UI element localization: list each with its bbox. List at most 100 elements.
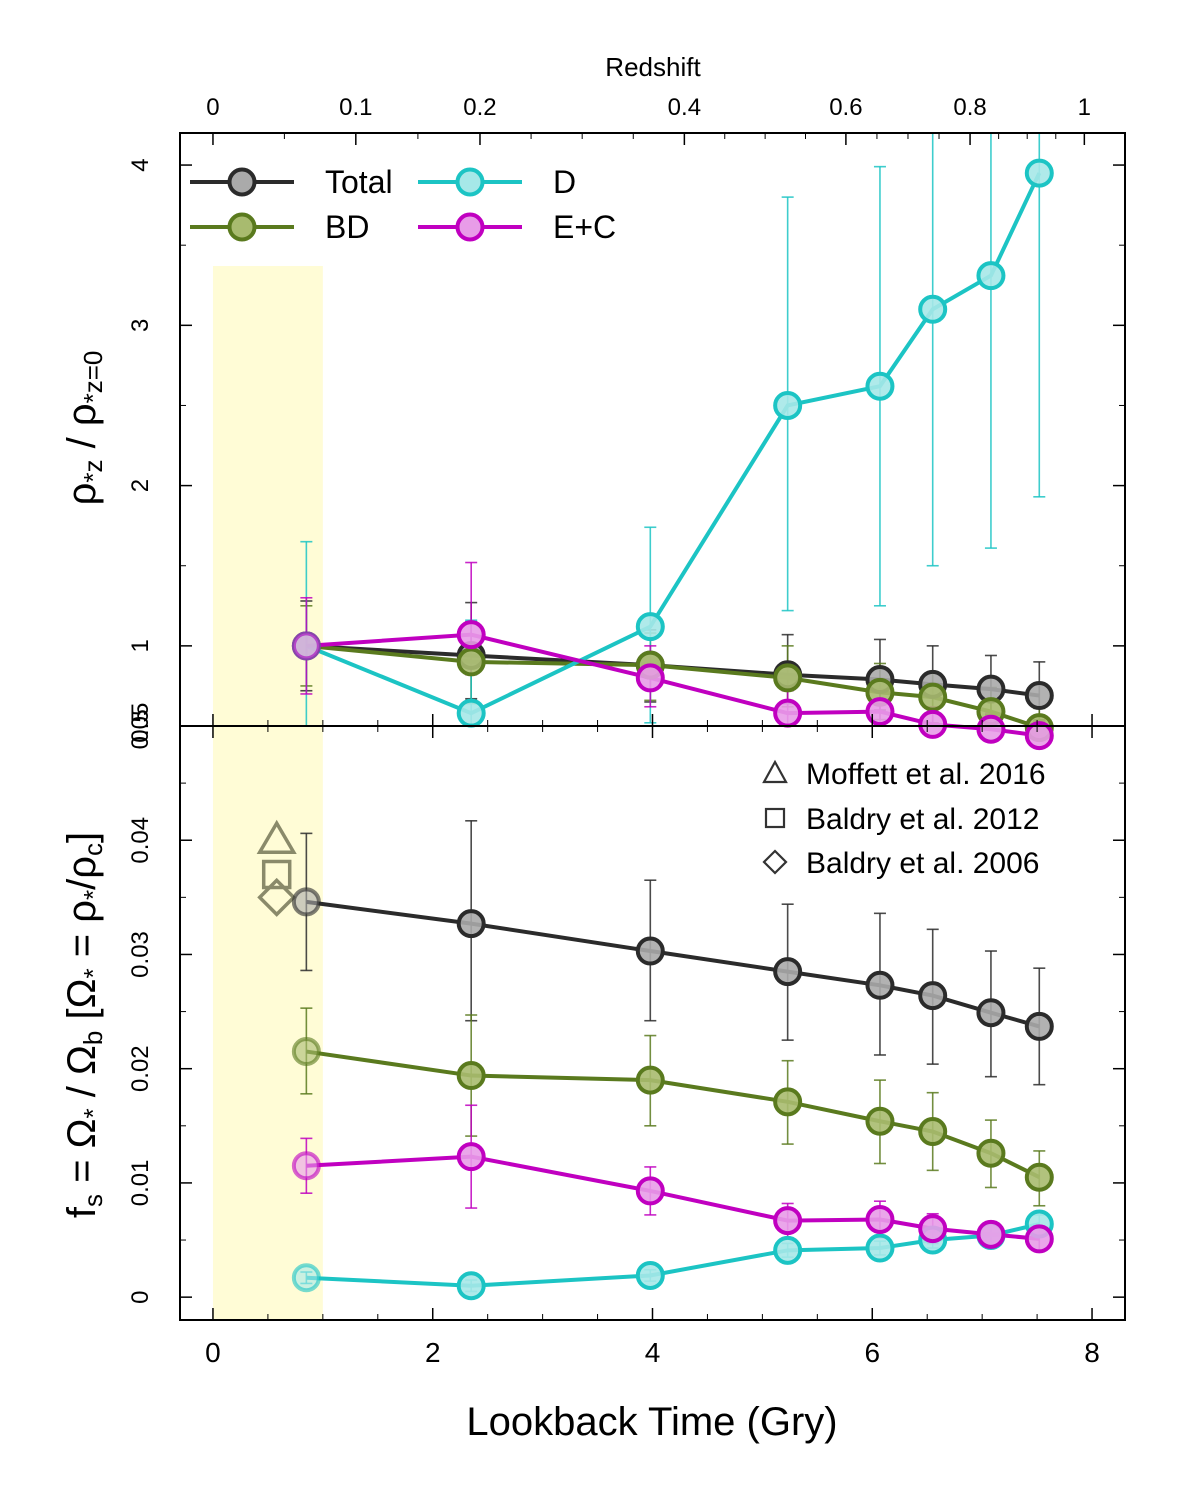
legend-diamond-icon xyxy=(762,849,788,875)
top-series-points xyxy=(291,158,1054,751)
bottom-point-d xyxy=(291,1263,321,1293)
bottom-shaded-region xyxy=(212,726,323,1320)
top-ytick-label: 2 xyxy=(127,479,154,492)
xtick-label: 6 xyxy=(864,1337,880,1368)
legend-reference-label: Moffett et al. 2016 xyxy=(806,758,1046,791)
reference-legend: Moffett et al. 2016 Baldry et al. 2012 Bal… xyxy=(762,758,1046,880)
reference-diamond xyxy=(257,877,297,917)
top-series-lines xyxy=(305,172,1042,738)
bottom-point-d xyxy=(635,1260,665,1290)
top-point-ec xyxy=(976,714,1006,744)
bottom-y-axis-title: fs = Ω* / Ωb [Ω* = ρ*/ρc] xyxy=(60,832,108,1218)
top-point-ec xyxy=(456,620,486,650)
bottom-point-d xyxy=(456,1271,486,1301)
redshift-tick-label: 0 xyxy=(206,94,219,121)
redshift-tick-label: 0.2 xyxy=(463,94,496,121)
xtick-label: 8 xyxy=(1084,1337,1100,1368)
bottom-point-bd xyxy=(976,1138,1006,1168)
redshift-tick-label: 0.6 xyxy=(829,94,862,121)
bottom-tick-labels: 0 2 4 6 8 0 0.01 0.02 0.03 0.04 0.05 xyxy=(127,703,1100,1368)
top-ytick-label: 3 xyxy=(127,319,154,332)
bottom-point-total xyxy=(976,998,1006,1028)
top-line-d xyxy=(305,172,1042,716)
legend-marker-ec xyxy=(455,212,485,242)
legend-label-d: D xyxy=(553,164,576,200)
bottom-point-bd xyxy=(456,1061,486,1091)
top-point-ec xyxy=(773,698,803,728)
top-tick-labels: 0.5 1 2 3 4 0 0.1 0.2 0.4 0.6 0.8 1 xyxy=(127,94,1091,743)
bottom-point-total xyxy=(1024,1011,1054,1041)
ytick-label: 0.03 xyxy=(127,931,154,978)
bottom-point-ec xyxy=(456,1142,486,1172)
ytick-label: 0.02 xyxy=(127,1045,154,1092)
legend-marker-bd xyxy=(227,212,257,242)
top-point-ec xyxy=(918,709,948,739)
top-panel: 0.5 1 2 3 4 0 0.1 0.2 0.4 0.6 0.8 1 Total BD D E+C Red… xyxy=(60,52,1126,751)
xtick-label: 0 xyxy=(205,1337,221,1368)
top-x-axis-title: Redshift xyxy=(605,52,701,82)
bottom-point-bd xyxy=(635,1065,665,1095)
bottom-point-total xyxy=(635,936,665,966)
top-ytick-label: 0.5 xyxy=(127,709,154,742)
bottom-shaded-rect xyxy=(212,726,323,1320)
top-point-d xyxy=(1024,158,1054,188)
legend-label-bd: BD xyxy=(325,209,369,245)
bottom-point-d xyxy=(773,1235,803,1265)
top-y-axis-title: ρ*z / ρ*z=0 xyxy=(60,351,108,506)
top-point-d xyxy=(918,294,948,324)
ytick-label: 0.05 xyxy=(127,703,154,750)
top-legend: Total BD D E+C xyxy=(190,164,616,245)
bottom-point-ec xyxy=(635,1176,665,1206)
legend-label-total: Total xyxy=(325,164,393,200)
bottom-point-bd xyxy=(1024,1162,1054,1192)
ytick-label: 0.01 xyxy=(127,1160,154,1207)
top-point-ec xyxy=(1024,721,1054,751)
redshift-tick-label: 1 xyxy=(1078,94,1091,121)
bottom-point-total xyxy=(918,981,948,1011)
ytick-label: 0 xyxy=(127,1290,154,1303)
top-point-d xyxy=(976,261,1006,291)
bottom-point-ec xyxy=(976,1219,1006,1249)
top-point-d xyxy=(635,612,665,642)
legend-triangle-icon xyxy=(762,759,788,784)
bottom-point-ec xyxy=(918,1214,948,1244)
reference-points xyxy=(256,819,297,917)
bottom-point-total xyxy=(456,909,486,939)
top-point-total xyxy=(1024,681,1054,711)
redshift-tick-label: 0.4 xyxy=(668,94,701,121)
bottom-point-ec xyxy=(1024,1224,1054,1254)
bottom-series-points xyxy=(291,887,1054,1301)
top-point-d xyxy=(773,390,803,420)
top-ytick-label: 4 xyxy=(127,158,154,171)
top-point-d xyxy=(865,371,895,401)
legend-marker-d xyxy=(455,167,485,197)
redshift-tick-label: 0.8 xyxy=(953,94,986,121)
redshift-tick-label: 0.1 xyxy=(339,94,372,121)
top-point-ec xyxy=(635,663,665,693)
bottom-point-ec xyxy=(291,1151,321,1181)
top-point-ec xyxy=(865,697,895,727)
top-point-ec xyxy=(291,631,321,661)
top-ytick-label: 1 xyxy=(127,639,154,652)
x-axis-title: Lookback Time (Gry) xyxy=(466,1400,837,1444)
xtick-label: 2 xyxy=(425,1337,441,1368)
legend-label-ec: E+C xyxy=(553,209,616,245)
legend-reference-label: Baldry et al. 2012 xyxy=(806,803,1039,836)
bottom-panel: 0 2 4 6 8 0 0.01 0.02 0.03 0.04 0.05 Moffett et al… xyxy=(60,703,1126,1444)
bottom-point-total xyxy=(865,970,895,1000)
top-point-bd xyxy=(918,682,948,712)
bottom-point-ec xyxy=(865,1204,895,1234)
top-point-bd xyxy=(773,663,803,693)
bottom-point-bd xyxy=(918,1117,948,1147)
reference-square xyxy=(261,859,292,890)
ytick-label: 0.04 xyxy=(127,817,154,864)
reference-triangle xyxy=(256,819,297,854)
xtick-label: 4 xyxy=(645,1337,661,1368)
bottom-point-ec xyxy=(773,1206,803,1236)
top-point-bd xyxy=(456,647,486,677)
bottom-point-bd xyxy=(865,1106,895,1136)
legend-reference-label: Baldry et al. 2006 xyxy=(806,847,1039,880)
bottom-point-total xyxy=(773,957,803,987)
legend-square-icon xyxy=(764,807,786,829)
